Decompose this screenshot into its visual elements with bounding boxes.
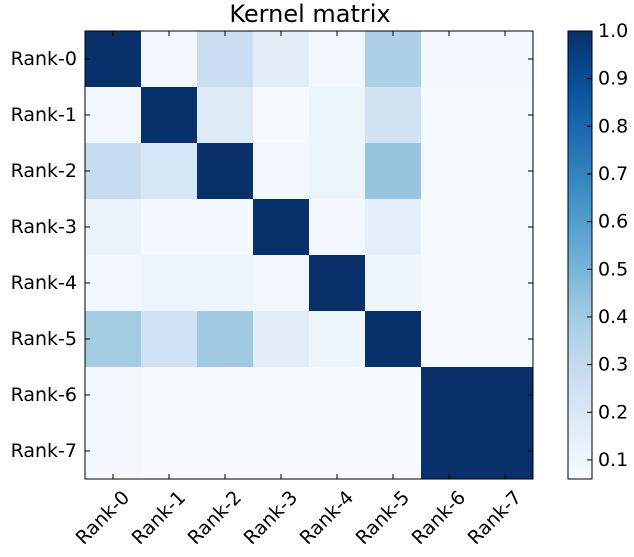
heatmap-cell-r0-c7 [477, 31, 534, 88]
heatmap-cell-r7-c6 [421, 423, 478, 480]
heatmap-cell-r7-c1 [141, 423, 198, 480]
y-tick-label: Rank-6 [11, 384, 77, 406]
heatmap-cell-r2-c2 [197, 143, 254, 200]
y-tick-label: Rank-1 [11, 104, 77, 126]
colorbar-tick-label: 0.6 [598, 211, 628, 233]
x-tick-label: Rank-1 [128, 487, 191, 550]
heatmap-cell-r4-c5 [365, 255, 422, 312]
heatmap-cell-r7-c7 [477, 423, 534, 480]
colorbar-tick-label: 0.8 [598, 115, 628, 137]
heatmap-cell-r4-c1 [141, 255, 198, 312]
heatmap-cell-r5-c2 [197, 311, 254, 368]
heatmap-cell-r1-c4 [309, 87, 366, 144]
colorbar-ticks: 0.1 0.2 0.3 0.4 0.5 0.6 0.7 0.8 0.9 1.0 [587, 20, 628, 471]
heatmap-cell-r2-c0 [85, 143, 142, 200]
heatmap-cell-r3-c7 [477, 199, 534, 256]
heatmap-cell-r2-c3 [253, 143, 310, 200]
colorbar-tick-label: 0.7 [598, 163, 628, 185]
colorbar-tick-label: 0.2 [598, 401, 628, 423]
heatmap-cell-r5-c6 [421, 311, 478, 368]
heatmap-cell-r2-c1 [141, 143, 198, 200]
x-tick-label: Rank-5 [352, 487, 415, 550]
x-tick-label: Rank-4 [296, 487, 359, 550]
heatmap-cell-r0-c1 [141, 31, 198, 88]
x-tick-label: Rank-7 [464, 487, 527, 550]
heatmap-cell-r1-c6 [421, 87, 478, 144]
heatmap-cell-r5-c7 [477, 311, 534, 368]
heatmap-cell-r6-c0 [85, 367, 142, 424]
heatmap-cell-r3-c4 [309, 199, 366, 256]
heatmap-cell-r7-c2 [197, 423, 254, 480]
heatmap-cell-r7-c3 [253, 423, 310, 480]
heatmap-cell-r1-c0 [85, 87, 142, 144]
heatmap-cell-r0-c0 [85, 31, 142, 88]
plot-frame [84, 30, 534, 480]
heatmap-cell-r5-c4 [309, 311, 366, 368]
heatmap-cell-r2-c5 [365, 143, 422, 200]
heatmap-cell-r4-c0 [85, 255, 142, 312]
heatmap-cell-r1-c2 [197, 87, 254, 144]
y-tick-label: Rank-2 [11, 160, 77, 182]
heatmap-cell-r4-c4 [309, 255, 366, 312]
heatmap-cell-r1-c1 [141, 87, 198, 144]
y-tick-label: Rank-4 [11, 272, 77, 294]
heatmap-cell-r3-c3 [253, 199, 310, 256]
colorbar-tick-label: 0.4 [598, 306, 628, 328]
heatmap-cell-r0-c3 [253, 31, 310, 88]
colorbar-tick-label: 0.5 [598, 258, 628, 280]
heatmap-cell-r6-c3 [253, 367, 310, 424]
y-tick-label: Rank-3 [11, 216, 77, 238]
x-tick-label: Rank-6 [408, 487, 471, 550]
colorbar [567, 30, 593, 480]
heatmap-cells [85, 31, 534, 480]
heatmap-cell-r0-c4 [309, 31, 366, 88]
heatmap-cell-r2-c6 [421, 143, 478, 200]
heatmap-cell-r3-c1 [141, 199, 198, 256]
heatmap-cell-r5-c1 [141, 311, 198, 368]
heatmap-cell-r4-c7 [477, 255, 534, 312]
heatmap-cell-r0-c2 [197, 31, 254, 88]
heatmap-cell-r1-c3 [253, 87, 310, 144]
heatmap-cell-r6-c5 [365, 367, 422, 424]
heatmap-cell-r1-c7 [477, 87, 534, 144]
heatmap-cell-r5-c0 [85, 311, 142, 368]
heatmap-cell-r6-c4 [309, 367, 366, 424]
heatmap-cell-r7-c4 [309, 423, 366, 480]
heatmap-cell-r6-c6 [421, 367, 478, 424]
heatmap-cell-r5-c5 [365, 311, 422, 368]
heatmap-cell-r6-c1 [141, 367, 198, 424]
colorbar-tick-label: 1.0 [598, 20, 628, 42]
y-tick-label: Rank-0 [11, 48, 77, 70]
y-axis: Rank-0 Rank-1 Rank-2 Rank-3 Rank-4 Rank-5 Rank… [11, 48, 533, 462]
heatmap-cell-r6-c7 [477, 367, 534, 424]
heatmap-cell-r2-c4 [309, 143, 366, 200]
heatmap-cell-r4-c3 [253, 255, 310, 312]
heatmap-cell-r4-c6 [421, 255, 478, 312]
heatmap-cell-r7-c5 [365, 423, 422, 480]
y-tick-label: Rank-7 [11, 440, 77, 462]
heatmap-cell-r3-c0 [85, 199, 142, 256]
heatmap-cell-r3-c2 [197, 199, 254, 256]
colorbar-tick-label: 0.1 [598, 449, 628, 471]
colorbar-tick-label: 0.3 [598, 354, 628, 376]
heatmap-cell-r7-c0 [85, 423, 142, 480]
heatmap-cell-r6-c2 [197, 367, 254, 424]
heatmap-cell-r4-c2 [197, 255, 254, 312]
y-tick-label: Rank-5 [11, 328, 77, 350]
heatmap-cell-r2-c7 [477, 143, 534, 200]
heatmap-cell-r0-c5 [365, 31, 422, 88]
chart-title: Kernel matrix [229, 0, 390, 28]
heatmap-cell-r5-c3 [253, 311, 310, 368]
x-tick-label: Rank-0 [72, 487, 135, 550]
colorbar-tick-label: 0.9 [598, 68, 628, 90]
x-tick-label: Rank-3 [240, 487, 303, 550]
heatmap-cell-r3-c6 [421, 199, 478, 256]
heatmap-cell-r3-c5 [365, 199, 422, 256]
heatmap-cell-r0-c6 [421, 31, 478, 88]
heatmap-cell-r1-c5 [365, 87, 422, 144]
x-tick-label: Rank-2 [184, 487, 247, 550]
